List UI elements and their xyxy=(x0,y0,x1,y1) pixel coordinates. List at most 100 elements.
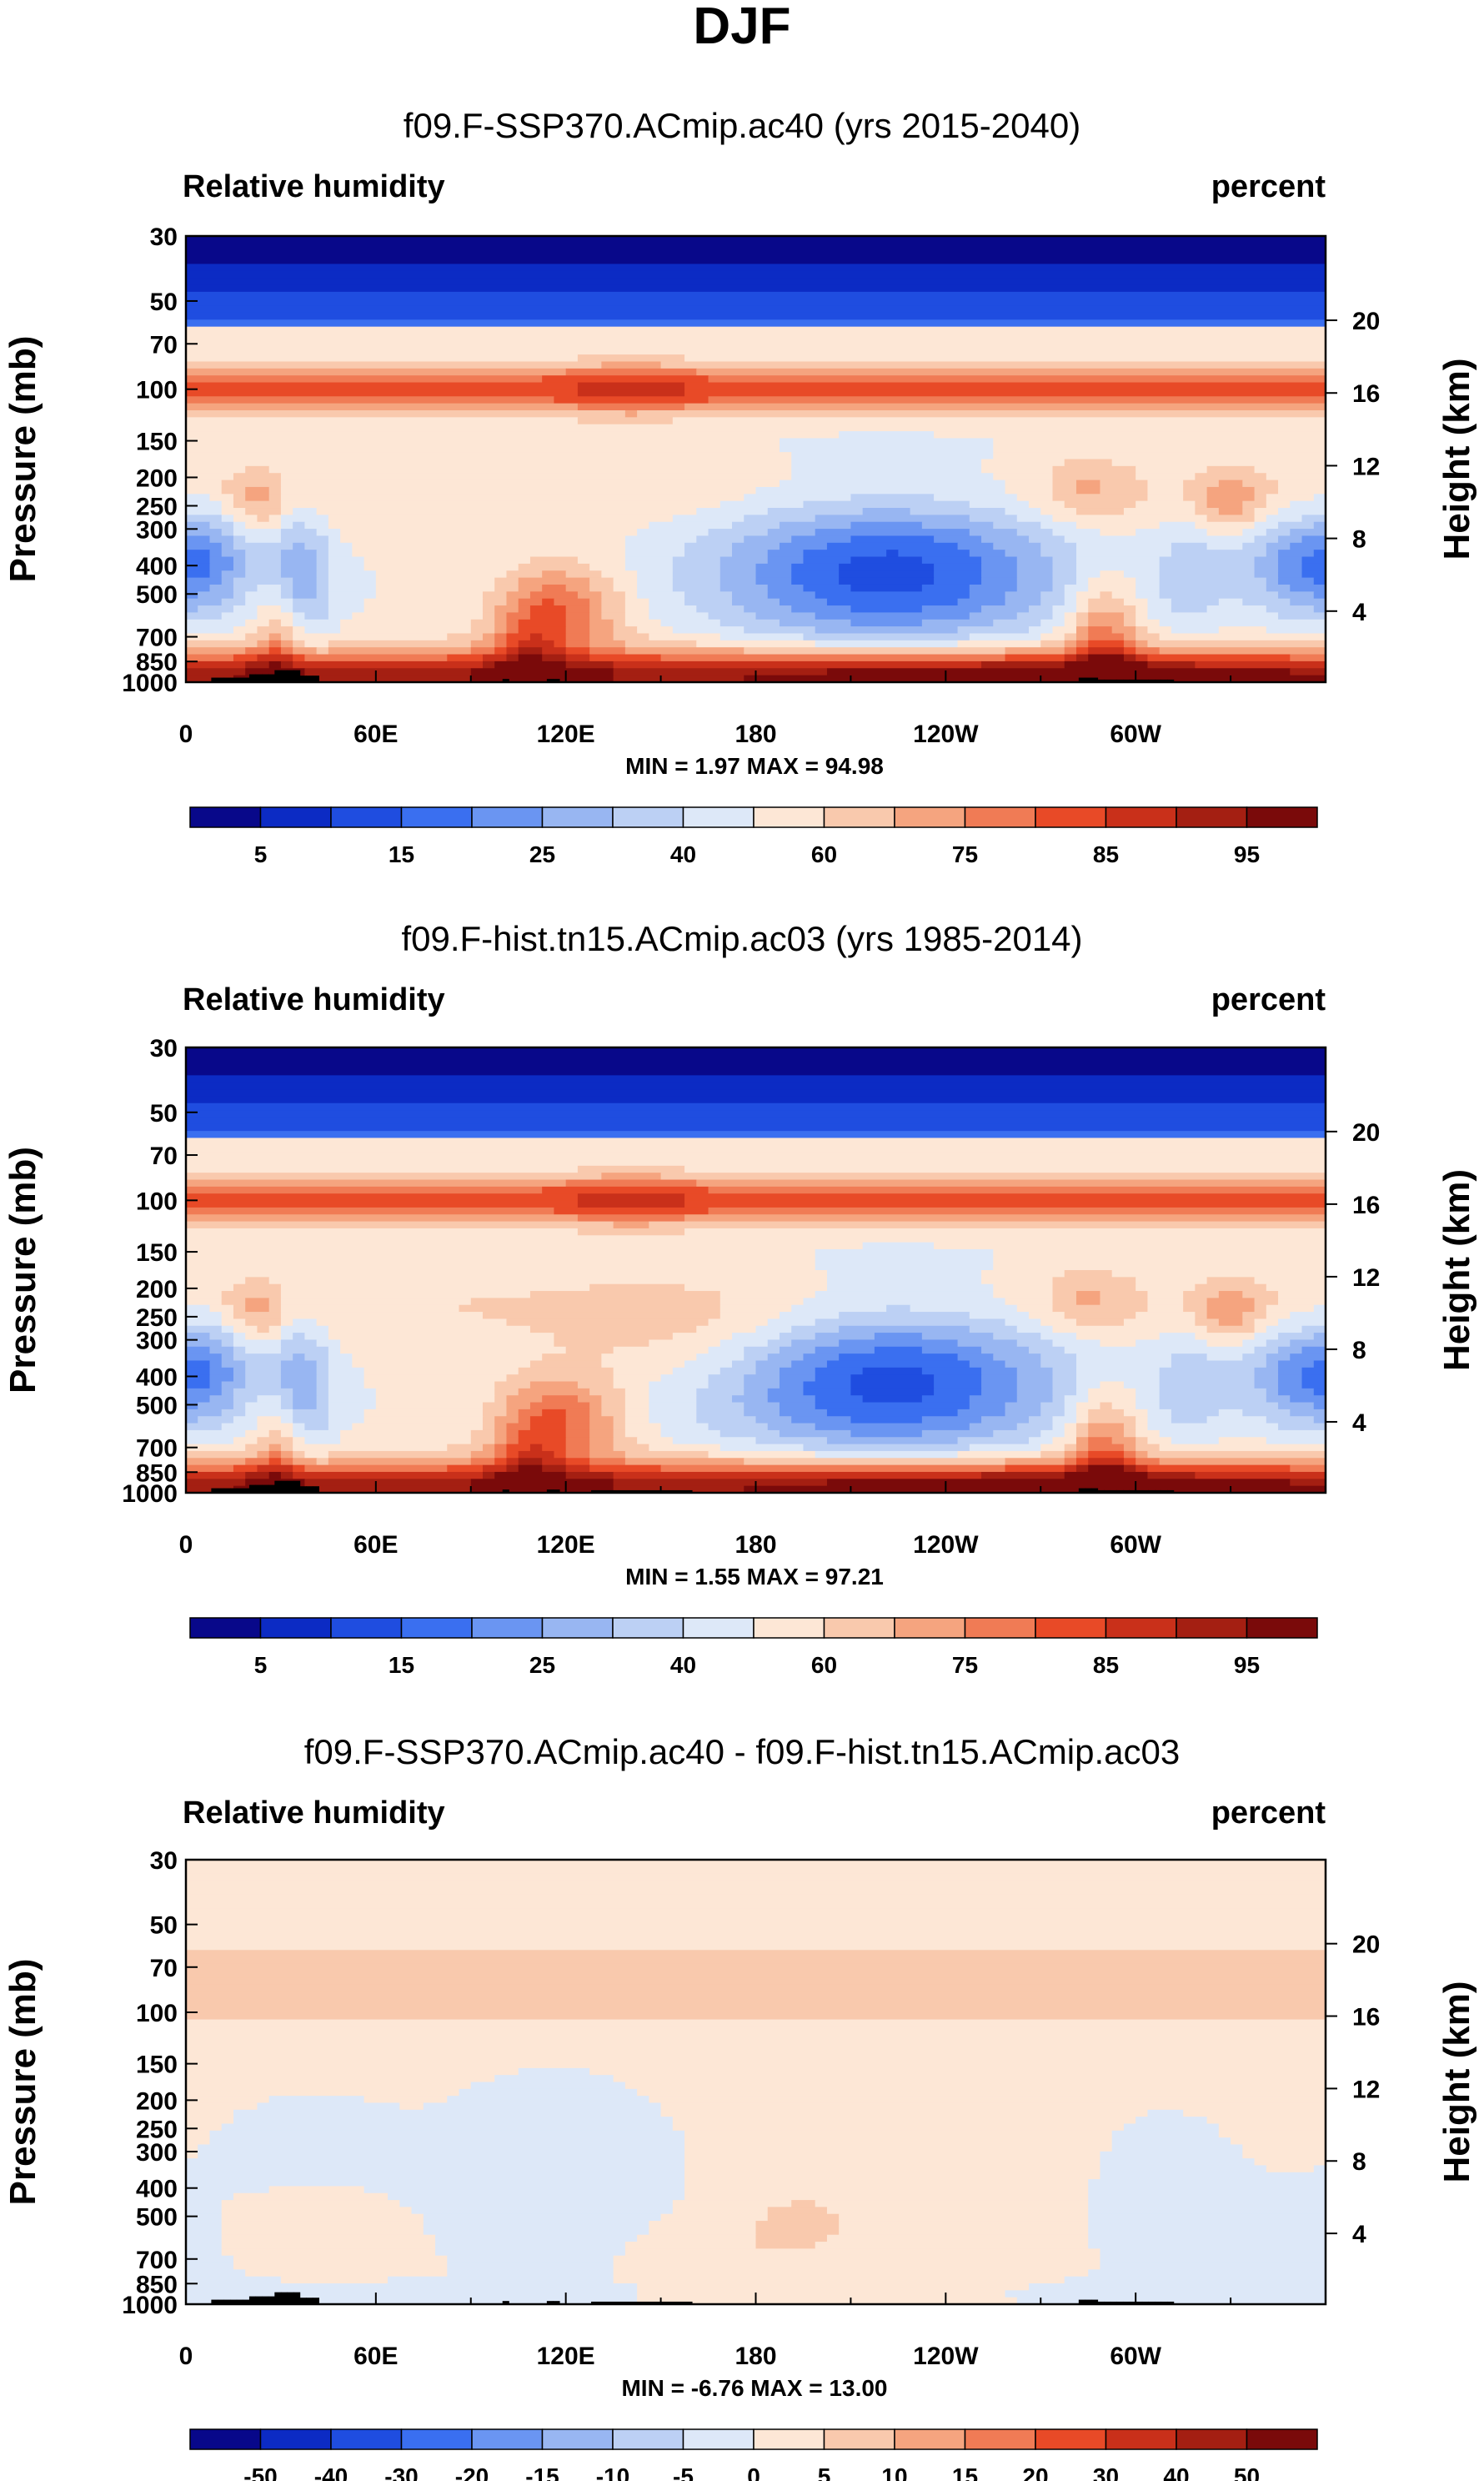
field-cell xyxy=(529,612,567,620)
field-cell xyxy=(280,508,293,515)
field-cell xyxy=(506,1437,519,1445)
field-cell xyxy=(352,1360,531,1369)
topography-block xyxy=(280,2292,288,2304)
field-cell xyxy=(1254,1333,1279,1341)
field-cell xyxy=(316,529,341,537)
colorbar-swatch xyxy=(682,1617,755,1639)
field-cell xyxy=(767,1318,816,1327)
x-tick-label: 120W xyxy=(913,2343,979,2370)
field-cell xyxy=(280,500,721,509)
field-cell xyxy=(1266,515,1303,523)
x-tick-label: 60W xyxy=(1110,721,1161,748)
field-cell xyxy=(1147,598,1172,606)
field-cell xyxy=(470,1479,614,1487)
field-cell xyxy=(186,305,1326,314)
topography-block xyxy=(274,2292,282,2304)
field-cell xyxy=(803,1388,852,1396)
field-cell xyxy=(482,598,508,606)
field-cell xyxy=(981,563,1018,571)
field-cell xyxy=(969,1312,1030,1319)
field-cell xyxy=(198,1416,234,1424)
field-cell xyxy=(233,1374,246,1383)
field-cell xyxy=(186,542,223,550)
field-cell xyxy=(874,1333,923,1341)
field-cell xyxy=(186,243,1326,251)
field-cell xyxy=(186,1956,1326,1965)
field-cell xyxy=(186,2165,685,2173)
field-cell xyxy=(268,633,282,641)
field-cell xyxy=(186,1963,1326,1971)
chart-panel-3: f09.F-SSP370.ACmip.ac40 - f09.F-hist.tn1… xyxy=(3,1732,1477,2481)
field-cell xyxy=(375,1395,495,1404)
field-cell xyxy=(1064,619,1077,627)
field-cell xyxy=(1075,1409,1089,1417)
field-cell xyxy=(744,605,792,614)
field-cell xyxy=(589,1437,614,1445)
field-cell xyxy=(221,2213,424,2222)
field-cell xyxy=(1183,480,1220,488)
field-cell xyxy=(1123,1318,1196,1327)
field-cell xyxy=(316,1374,329,1383)
field-cell xyxy=(494,1395,508,1404)
topography-block xyxy=(255,1484,263,1493)
field-cell xyxy=(957,1437,1030,1445)
field-cell xyxy=(779,598,828,606)
field-cell xyxy=(221,2227,424,2236)
field-cell xyxy=(399,2200,674,2208)
field-cell xyxy=(1075,542,1172,550)
y-axis-title-right: Height (km) xyxy=(1436,359,1477,560)
colorbar-label: 85 xyxy=(1093,841,1119,867)
field-cell xyxy=(293,1444,448,1452)
field-cell xyxy=(1242,1291,1279,1298)
field-cell xyxy=(672,2117,1136,2125)
field-cell xyxy=(1075,563,1161,571)
field-cell xyxy=(399,2102,424,2111)
field-cell xyxy=(1278,1333,1315,1341)
field-cell xyxy=(767,550,805,558)
field-cell xyxy=(186,1047,1326,1055)
field-cell xyxy=(1136,473,1196,481)
topography-block xyxy=(230,1488,238,1493)
field-cell xyxy=(910,1304,1018,1313)
topography-block xyxy=(217,2299,225,2304)
field-cell xyxy=(921,1416,982,1424)
field-cell xyxy=(1075,1354,1172,1362)
field-cell xyxy=(1088,1409,1125,1417)
field-cell xyxy=(1278,1298,1326,1306)
field-cell xyxy=(518,626,567,635)
field-cell xyxy=(304,1354,329,1362)
field-cell xyxy=(316,1458,329,1466)
field-cell xyxy=(518,1367,614,1375)
field-cell xyxy=(1005,486,1054,495)
field-cell xyxy=(577,1193,685,1202)
field-cell xyxy=(186,2088,460,2097)
field-cell xyxy=(1147,1416,1172,1424)
field-cell xyxy=(755,2221,840,2228)
field-cell xyxy=(447,2269,614,2278)
x-tick-label: 120W xyxy=(913,1531,979,1559)
field-cell xyxy=(755,1360,792,1369)
field-cell xyxy=(1075,619,1089,627)
field-cell xyxy=(186,382,579,390)
field-cell xyxy=(186,368,567,376)
field-cell xyxy=(293,598,329,606)
field-cell xyxy=(1206,1339,1243,1348)
field-cell xyxy=(494,1381,531,1389)
field-cell xyxy=(1005,1298,1054,1306)
field-cell xyxy=(696,508,769,515)
field-cell xyxy=(304,1464,448,1473)
field-cell xyxy=(1040,1444,1065,1452)
field-cell xyxy=(684,1283,828,1292)
x-tick-label: 120E xyxy=(537,721,595,748)
topography-block xyxy=(546,679,554,682)
field-cell xyxy=(649,1395,697,1404)
field-cell xyxy=(186,626,234,635)
field-cell xyxy=(340,626,472,635)
field-cell xyxy=(280,556,318,565)
colorbar-label: 75 xyxy=(952,1652,978,1678)
field-cell xyxy=(732,521,780,530)
field-cell xyxy=(1254,556,1279,565)
topography-block xyxy=(1116,1489,1124,1493)
field-cell xyxy=(672,417,1326,425)
field-cell xyxy=(529,1360,602,1369)
